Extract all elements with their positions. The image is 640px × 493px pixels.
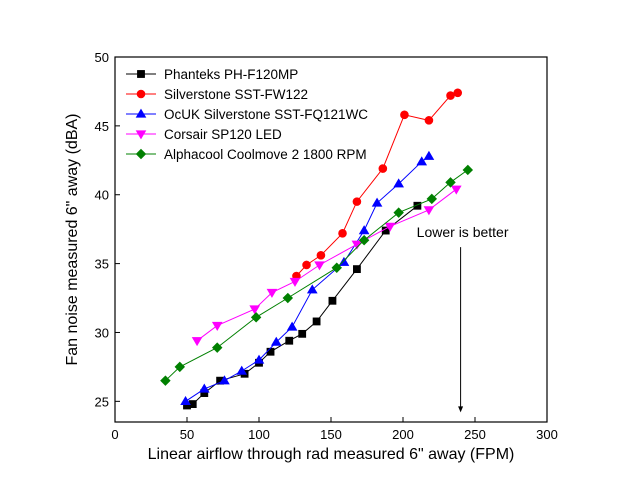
data-point — [270, 336, 282, 346]
data-point — [266, 347, 275, 356]
data-point — [328, 296, 337, 305]
data-point — [312, 317, 321, 326]
data-point — [426, 193, 438, 205]
x-axis-label: Linear airflow through rad measured 6" a… — [148, 446, 515, 463]
legend-marker — [135, 130, 147, 140]
legend-label: Silverstone SST-FW122 — [164, 87, 308, 102]
data-point — [423, 150, 435, 160]
x-tick-label: 0 — [111, 427, 118, 442]
y-tick-label: 30 — [95, 325, 109, 340]
data-point — [331, 262, 342, 273]
data-point — [314, 261, 325, 271]
data-point — [250, 312, 262, 323]
data-point — [384, 222, 396, 232]
data-point — [378, 164, 388, 173]
x-tick-label: 50 — [180, 427, 194, 442]
legend-label: Corsair SP120 LED — [164, 127, 282, 142]
data-point — [338, 229, 347, 238]
data-point — [413, 201, 422, 210]
plot-area — [114, 56, 548, 423]
data-point — [462, 164, 474, 176]
data-point — [400, 110, 409, 120]
legend-marker — [136, 89, 146, 99]
data-point — [393, 178, 405, 188]
data-point — [160, 375, 171, 386]
y-axis-label: Fan noise measured 6" away (dBA) — [64, 113, 81, 365]
y-tick-label: 40 — [95, 188, 109, 203]
data-point — [302, 260, 311, 270]
x-tick-label: 150 — [320, 427, 342, 442]
data-point — [352, 197, 362, 206]
data-point — [358, 225, 370, 235]
data-point — [253, 354, 265, 364]
data-point — [450, 185, 462, 195]
x-tick-label: 300 — [536, 427, 558, 442]
data-point — [453, 88, 463, 98]
data-point — [211, 321, 223, 331]
y-axis: 25 30 35 40 45 50 — [95, 50, 120, 409]
data-point — [249, 305, 261, 315]
data-point — [180, 395, 191, 405]
data-point — [236, 365, 248, 375]
annotation: Lower is better — [417, 224, 509, 413]
data-point — [285, 336, 294, 345]
series-line-2 — [296, 92, 458, 277]
x-axis: 0 50 100 150 200 250 300 — [111, 417, 558, 442]
legend-label: Phanteks PH-F120MP — [164, 67, 298, 82]
data-point — [446, 91, 455, 100]
data-point — [286, 321, 298, 331]
y-tick-label: 45 — [95, 119, 109, 134]
annotation-arrowhead — [458, 406, 464, 413]
y-tick-label: 25 — [95, 394, 109, 409]
data-point — [424, 116, 434, 125]
data-point — [423, 206, 435, 216]
data-point — [316, 251, 326, 260]
data-point — [358, 234, 370, 246]
x-tick-label: 200 — [392, 427, 414, 442]
data-point — [298, 329, 307, 338]
annotation-text: Lower is better — [417, 224, 509, 240]
legend-marker — [137, 70, 145, 78]
legend-label: Alphacool Coolmove 2 1800 RPM — [164, 147, 367, 162]
data-point — [416, 156, 428, 166]
series-layer — [160, 88, 474, 410]
data-point — [353, 265, 361, 274]
y-tick-label: 35 — [95, 257, 109, 272]
data-point — [198, 383, 210, 393]
data-point — [266, 288, 278, 298]
data-point — [393, 207, 404, 218]
legend-marker — [135, 148, 147, 160]
data-point — [445, 177, 456, 188]
data-point — [289, 277, 301, 287]
data-point — [219, 375, 230, 385]
series-line-4 — [196, 188, 457, 342]
legend-label: OcUK Silverstone SST-FQ121WC — [164, 107, 368, 122]
data-point — [282, 292, 294, 304]
legend: Phanteks PH-F120MP Silverstone SST-FW122 O… — [126, 67, 368, 162]
x-tick-label: 100 — [248, 427, 270, 442]
data-point — [306, 284, 318, 294]
y-tick-label: 50 — [95, 50, 109, 65]
data-point — [212, 342, 223, 353]
data-point — [371, 197, 383, 207]
x-tick-label: 250 — [464, 427, 486, 442]
legend-marker — [135, 108, 147, 118]
data-point — [174, 361, 186, 373]
data-point — [191, 337, 203, 347]
